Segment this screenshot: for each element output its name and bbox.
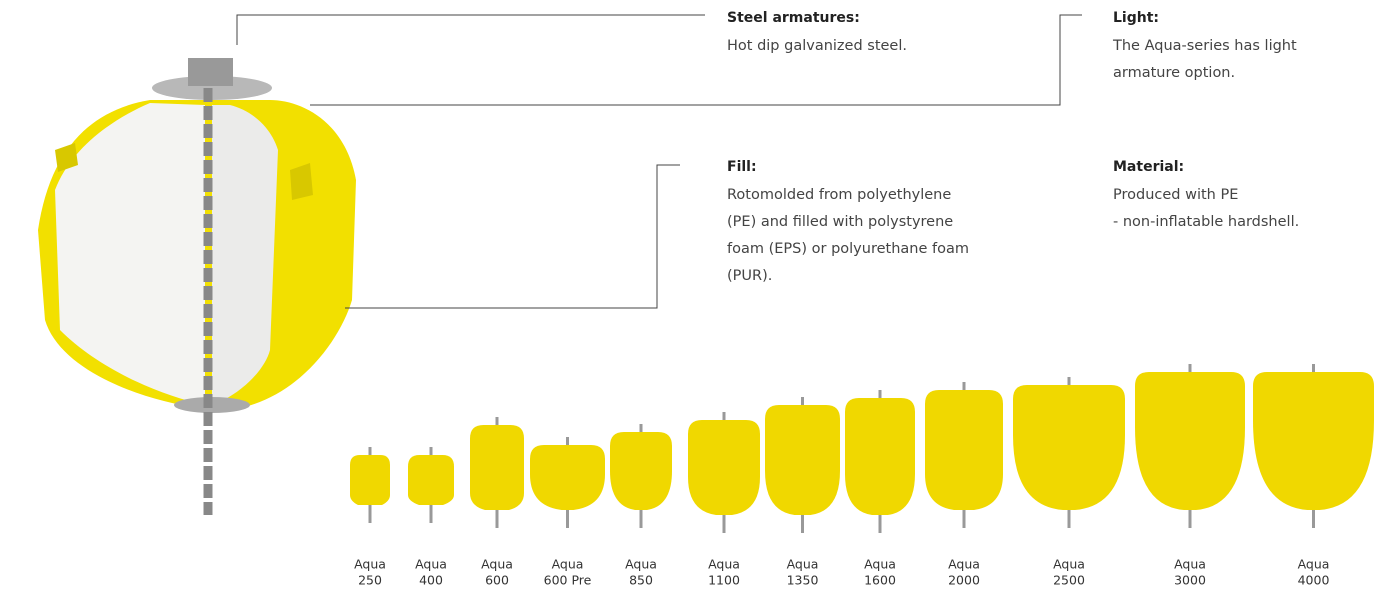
product-model: 1350	[787, 573, 819, 588]
page: Steel armatures: Hot dip galvanized steel…	[0, 0, 1374, 592]
connector-line	[345, 165, 680, 308]
product-name: Aqua	[552, 557, 584, 572]
product-name: Aqua	[1174, 557, 1206, 572]
product-model: 1600	[864, 573, 896, 588]
product-model: 600 Pre	[544, 573, 592, 588]
buoy	[1135, 372, 1245, 510]
product-name: Aqua	[864, 557, 896, 572]
annotation-title: Steel armatures:	[727, 10, 860, 26]
buoy	[350, 455, 390, 505]
annotations: Steel armatures: Hot dip galvanized steel…	[727, 10, 1299, 284]
product-model: 3000	[1174, 573, 1206, 588]
product-model: 600	[485, 573, 509, 588]
buoy	[470, 425, 524, 510]
connectors	[237, 15, 1082, 308]
annotation-text: - non-inflatable hardshell.	[1113, 214, 1299, 230]
product-name: Aqua	[625, 557, 657, 572]
buoy	[530, 445, 605, 510]
product-model: 250	[358, 573, 382, 588]
annotation-title: Fill:	[727, 159, 757, 175]
annotation-text: Rotomolded from polyethylene	[727, 187, 951, 203]
buoy	[845, 398, 915, 515]
buoy	[1013, 385, 1125, 510]
annotation-title: Light:	[1113, 10, 1159, 26]
annotation-text: The Aqua-series has light	[1112, 38, 1297, 54]
annotation-text: foam (EPS) or polyurethane foam	[727, 241, 969, 257]
product-model: 4000	[1298, 573, 1330, 588]
product-name: Aqua	[354, 557, 386, 572]
product-name: Aqua	[481, 557, 513, 572]
buoy	[1253, 372, 1374, 510]
product-name: Aqua	[1298, 557, 1330, 572]
buoy	[610, 432, 672, 510]
main-buoy	[38, 58, 356, 515]
connector-line	[310, 15, 1082, 105]
product-name: Aqua	[1053, 557, 1085, 572]
annotation-text: Hot dip galvanized steel.	[727, 38, 907, 54]
annotation-text: (PE) and filled with polystyrene	[727, 214, 953, 230]
buoy	[688, 420, 760, 515]
product-name: Aqua	[708, 557, 740, 572]
annotation-text: armature option.	[1113, 65, 1235, 81]
product-model: 2500	[1053, 573, 1085, 588]
product-model: 1100	[708, 573, 740, 588]
connector-line	[237, 15, 705, 45]
product-name: Aqua	[415, 557, 447, 572]
buoy	[925, 390, 1003, 510]
buoy	[408, 455, 454, 505]
annotation-text: (PUR).	[727, 268, 772, 284]
product-model: 400	[419, 573, 443, 588]
annotation-title: Material:	[1113, 159, 1184, 175]
product-model: 2000	[948, 573, 980, 588]
product-name: Aqua	[787, 557, 819, 572]
buoy	[765, 405, 840, 515]
product-model: 850	[629, 573, 653, 588]
product-name: Aqua	[948, 557, 980, 572]
annotation-text: Produced with PE	[1113, 187, 1238, 203]
